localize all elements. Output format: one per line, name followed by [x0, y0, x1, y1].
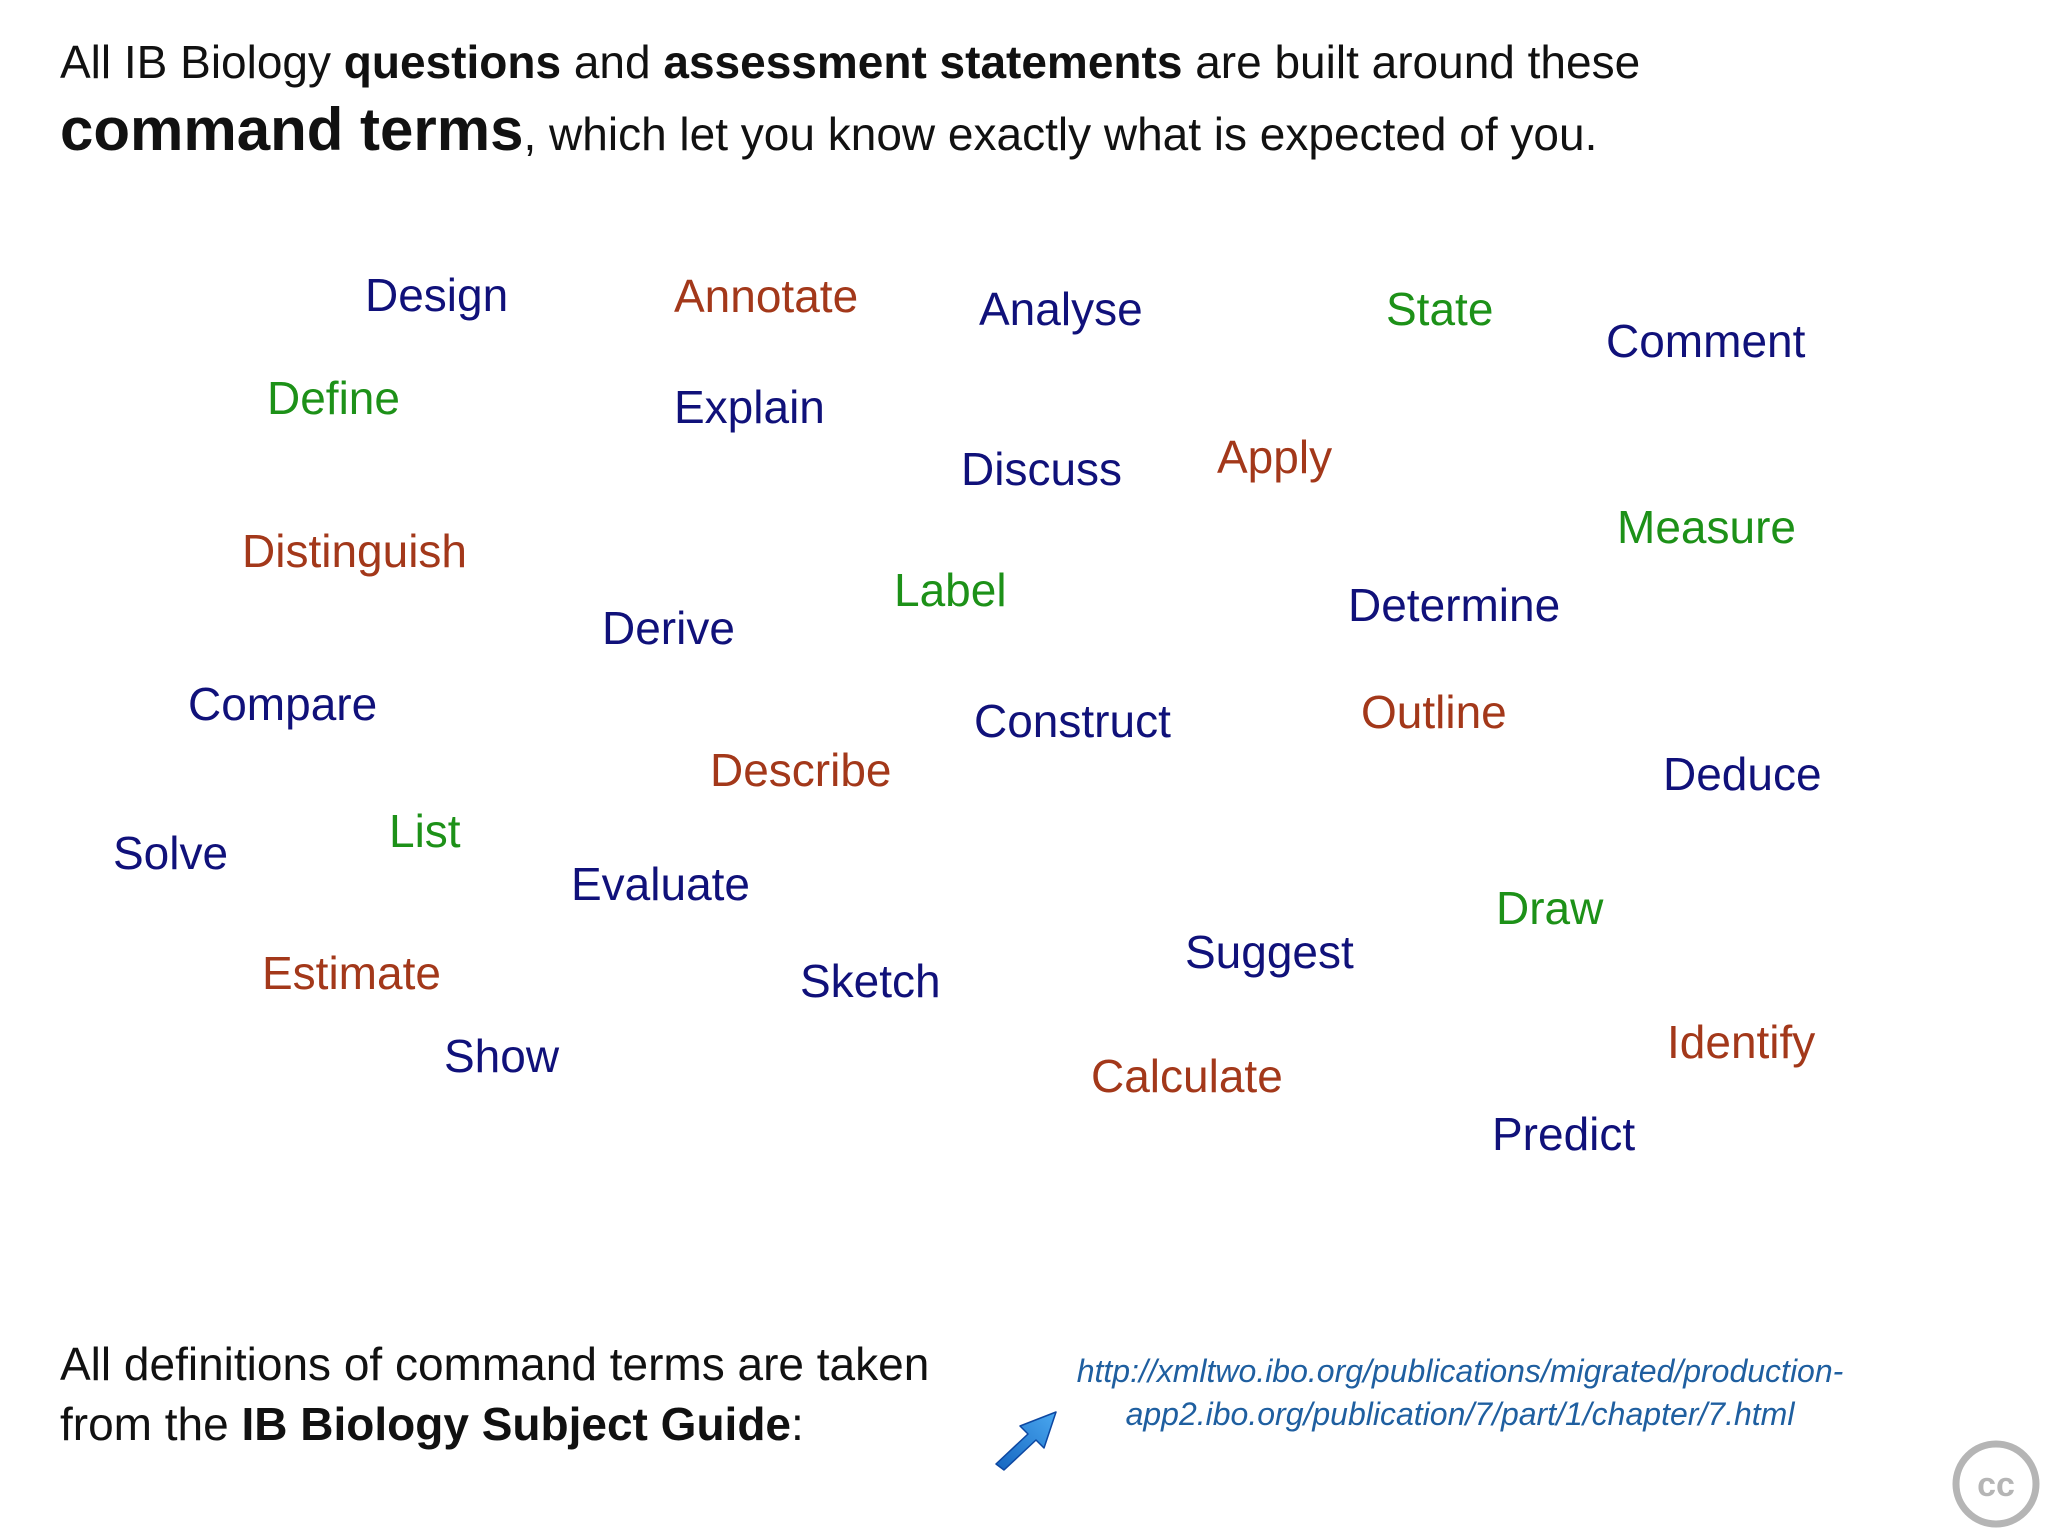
term-show: Show	[444, 1030, 560, 1082]
term-distinguish: Distinguish	[242, 525, 467, 577]
term-suggest: Suggest	[1185, 926, 1354, 978]
term-discuss: Discuss	[961, 443, 1123, 495]
link-line-2[interactable]: app2.ibo.org/publication/7/part/1/chapte…	[1125, 1396, 1795, 1432]
term-apply: Apply	[1217, 431, 1333, 483]
term-derive: Derive	[602, 602, 735, 654]
term-design: Design	[365, 269, 509, 321]
intro-line-2: command terms, which let you know exactl…	[60, 94, 2020, 170]
term-annotate: Annotate	[674, 270, 859, 322]
subject-guide-link[interactable]: http://xmltwo.ibo.org/publications/migra…	[1010, 1350, 1910, 1436]
term-determine: Determine	[1348, 579, 1561, 631]
creative-commons-icon: cc	[1952, 1440, 2040, 1528]
term-define: Define	[267, 372, 400, 424]
intro-command-terms: command terms	[60, 96, 524, 163]
arrow-pointer-icon	[995, 1411, 1057, 1471]
subject-guide-title: IB Biology Subject Guide	[241, 1398, 791, 1450]
term-solve: Solve	[113, 827, 229, 879]
term-draw: Draw	[1496, 882, 1604, 934]
term-evaluate: Evaluate	[571, 858, 751, 910]
term-analyse: Analyse	[979, 283, 1143, 335]
intro-assessment-statements: assessment statements	[663, 36, 1183, 88]
term-comment: Comment	[1606, 315, 1806, 367]
term-measure: Measure	[1617, 501, 1796, 553]
term-outline: Outline	[1361, 686, 1507, 738]
term-construct: Construct	[974, 695, 1171, 747]
intro-text: All IB Biology questions and assessment …	[60, 30, 2020, 170]
term-label: Label	[894, 564, 1007, 616]
term-identify: Identify	[1667, 1016, 1816, 1068]
term-calculate: Calculate	[1091, 1050, 1283, 1102]
link-line-1[interactable]: http://xmltwo.ibo.org/publications/migra…	[1076, 1353, 1844, 1389]
term-describe: Describe	[710, 744, 892, 796]
intro-line-1: All IB Biology questions and assessment …	[60, 30, 2020, 94]
source-note-line-1: All definitions of command terms are tak…	[60, 1338, 930, 1390]
source-note-line-2: from the IB Biology Subject Guide:	[60, 1394, 929, 1454]
cc-text: cc	[1977, 1466, 2015, 1504]
term-list: List	[389, 805, 461, 857]
source-note: All definitions of command terms are tak…	[60, 1334, 929, 1454]
term-deduce: Deduce	[1663, 748, 1822, 800]
term-compare: Compare	[188, 678, 378, 730]
intro-text-1: All IB Biology	[60, 36, 344, 88]
intro-text-3: and	[561, 36, 664, 88]
term-estimate: Estimate	[262, 947, 441, 999]
intro-questions: questions	[343, 36, 562, 88]
source-note-colon: :	[791, 1398, 804, 1450]
intro-text-7: , which let you know exactly what is exp…	[523, 108, 1598, 160]
term-predict: Predict	[1492, 1108, 1636, 1160]
term-sketch: Sketch	[800, 955, 941, 1007]
intro-text-5: are built around these	[1182, 36, 1641, 88]
term-state: State	[1386, 283, 1494, 335]
term-explain: Explain	[674, 381, 825, 433]
source-note-text: from the	[60, 1398, 242, 1450]
